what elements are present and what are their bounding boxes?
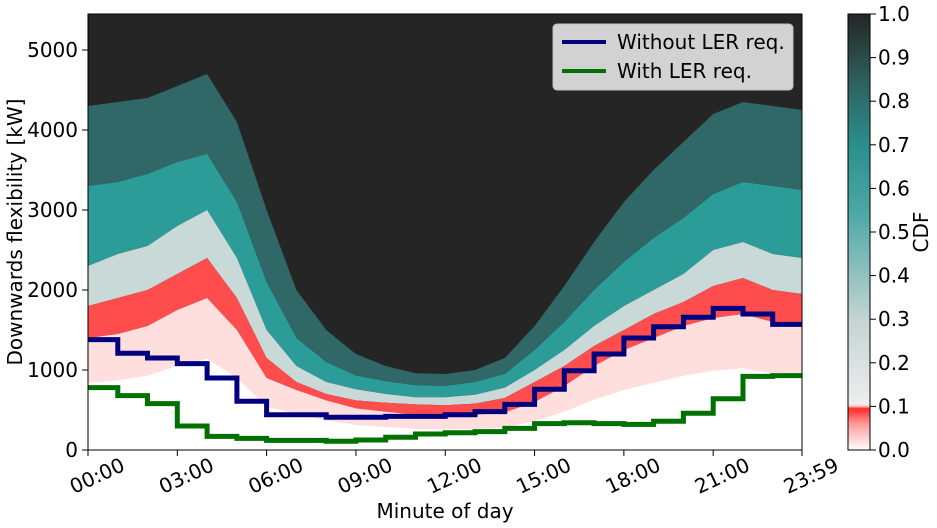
legend-box [552,23,794,91]
colorbar-gradient [847,13,871,451]
colorbar-tick-label: 0.1 [878,394,910,418]
y-tick-label: 0 [65,438,78,462]
x-axis-label: Minute of day [376,499,513,523]
series-layer [88,305,802,444]
heatmap-band-cdf-03-06 [88,154,802,398]
colorbar-tick-label: 1.0 [878,2,910,26]
heatmap-band-cdf-01-03 [88,210,802,406]
y-axis: 0 1000 2000 3000 4000 5000 [27,38,88,462]
legend-label-without-ler: Without LER req. [617,30,785,54]
series-line-1 [88,373,802,444]
heatmap-band-cdf-06-09 [88,74,802,386]
colorbar-tick-label: 0.6 [878,176,910,200]
heatmap-band-cdf-red [88,258,802,416]
y-tick-label: 1000 [27,358,78,382]
y-tick-label: 2000 [27,278,78,302]
colorbar-tick-label: 0.8 [878,89,910,113]
x-tick-label: 21:00 [691,453,753,499]
colorbar-ticks: 0.0 0.1 0.2 0.3 0.4 0.5 0.6 0.7 0.8 0.9 1.0 [870,2,910,462]
colorbar-tick-label: 0.3 [878,307,910,331]
legend: Without LER req. With LER req. [552,23,794,91]
x-tick-label: 03:00 [155,453,217,499]
colorbar-label: CDF [909,212,933,253]
x-tick-label: 06:00 [244,453,306,499]
colorbar-tick-label: 0.4 [878,264,910,288]
x-tick-label: 09:00 [334,453,396,499]
y-tick-label: 3000 [27,198,78,222]
x-tick-label: 15:00 [512,453,574,499]
heatmap-band-cdf-zero [88,358,802,450]
colorbar: 0.0 0.1 0.2 0.3 0.4 0.5 0.6 0.7 0.8 0.9 1.0 CDF [847,2,933,462]
y-axis-label: Downwards flexibility [kW] [3,99,27,366]
x-tick-label: 23:59 [780,453,842,499]
legend-label-with-ler: With LER req. [617,59,752,83]
x-tick-label: 12:00 [423,453,485,499]
colorbar-tick-label: 0.5 [878,220,910,244]
series-line-0 [88,305,802,420]
y-tick-label: 4000 [27,118,78,142]
x-tick-label: 18:00 [602,453,664,499]
y-tick-label: 5000 [27,38,78,62]
colorbar-tick-label: 0.9 [878,46,910,70]
colorbar-tick-label: 0.2 [878,351,910,375]
colorbar-tick-label: 0.7 [878,133,910,157]
x-axis: 00:00 03:00 06:00 09:00 12:00 15:00 18:00 21:00… [66,450,842,499]
colorbar-tick-label: 0.0 [878,438,910,462]
